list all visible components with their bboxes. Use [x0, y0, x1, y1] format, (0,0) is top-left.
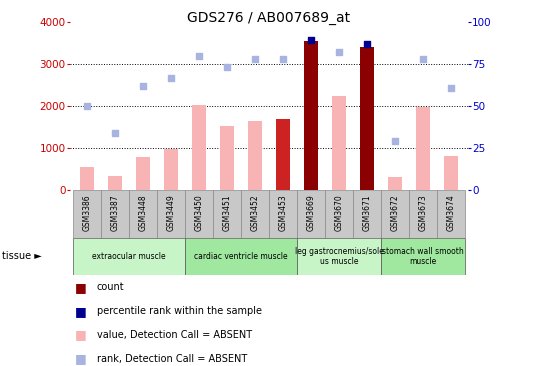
Text: GSM3673: GSM3673: [419, 194, 428, 231]
Point: [307, 38, 315, 44]
FancyBboxPatch shape: [185, 190, 213, 238]
Text: ■: ■: [75, 328, 87, 341]
Point: [110, 130, 119, 136]
Point: [251, 56, 259, 62]
Text: GSM3671: GSM3671: [363, 194, 372, 231]
FancyBboxPatch shape: [381, 238, 465, 274]
Point: [167, 75, 175, 81]
FancyBboxPatch shape: [213, 190, 241, 238]
FancyBboxPatch shape: [185, 238, 297, 274]
Text: GSM3669: GSM3669: [307, 194, 316, 231]
Text: extraocular muscle: extraocular muscle: [92, 252, 166, 261]
Point: [223, 64, 231, 70]
Text: ■: ■: [75, 305, 87, 318]
Text: count: count: [97, 282, 124, 292]
Bar: [388, 177, 402, 190]
FancyBboxPatch shape: [437, 190, 465, 238]
Bar: [248, 121, 262, 190]
FancyBboxPatch shape: [73, 238, 185, 274]
Text: GSM3670: GSM3670: [335, 194, 344, 231]
Text: stomach wall smooth
muscle: stomach wall smooth muscle: [383, 246, 464, 266]
FancyBboxPatch shape: [297, 238, 381, 274]
Point: [447, 85, 456, 90]
FancyBboxPatch shape: [325, 190, 353, 238]
Bar: [164, 149, 178, 190]
Text: leg gastrocnemius/sole
us muscle: leg gastrocnemius/sole us muscle: [295, 246, 384, 266]
Text: GSM3387: GSM3387: [110, 194, 119, 231]
FancyBboxPatch shape: [129, 190, 157, 238]
Point: [138, 83, 147, 89]
Text: GSM3674: GSM3674: [447, 194, 456, 231]
Text: GSM3386: GSM3386: [82, 194, 91, 231]
Bar: [136, 157, 150, 190]
Bar: [332, 97, 346, 190]
Text: tissue ►: tissue ►: [2, 251, 41, 261]
FancyBboxPatch shape: [157, 190, 185, 238]
Bar: [192, 105, 206, 190]
FancyBboxPatch shape: [241, 190, 269, 238]
Bar: [416, 107, 430, 190]
Text: GSM3450: GSM3450: [194, 194, 203, 231]
Bar: [276, 119, 290, 190]
Point: [419, 56, 428, 62]
Text: ■: ■: [75, 352, 87, 365]
Text: percentile rank within the sample: percentile rank within the sample: [97, 306, 262, 316]
FancyBboxPatch shape: [101, 190, 129, 238]
Text: GDS276 / AB007689_at: GDS276 / AB007689_at: [187, 11, 351, 25]
Bar: [304, 41, 318, 190]
Point: [391, 139, 400, 145]
Text: value, Detection Call = ABSENT: value, Detection Call = ABSENT: [97, 330, 252, 340]
Text: GSM3449: GSM3449: [166, 194, 175, 231]
FancyBboxPatch shape: [353, 190, 381, 238]
Text: GSM3452: GSM3452: [251, 194, 259, 231]
Bar: [80, 167, 94, 190]
Text: ■: ■: [75, 281, 87, 294]
Text: GSM3672: GSM3672: [391, 194, 400, 231]
Bar: [360, 47, 374, 190]
Text: cardiac ventricle muscle: cardiac ventricle muscle: [194, 252, 288, 261]
FancyBboxPatch shape: [297, 190, 325, 238]
Text: GSM3451: GSM3451: [222, 194, 231, 231]
Text: rank, Detection Call = ABSENT: rank, Detection Call = ABSENT: [97, 354, 247, 364]
Point: [195, 53, 203, 59]
Bar: [444, 156, 458, 190]
Point: [82, 103, 91, 109]
Bar: [220, 126, 234, 190]
FancyBboxPatch shape: [269, 190, 297, 238]
FancyBboxPatch shape: [381, 190, 409, 238]
Point: [363, 41, 371, 47]
Bar: [108, 176, 122, 190]
Text: GSM3453: GSM3453: [279, 194, 287, 231]
Point: [279, 56, 287, 62]
FancyBboxPatch shape: [409, 190, 437, 238]
Point: [335, 49, 343, 55]
Text: GSM3448: GSM3448: [138, 194, 147, 231]
FancyBboxPatch shape: [73, 190, 101, 238]
